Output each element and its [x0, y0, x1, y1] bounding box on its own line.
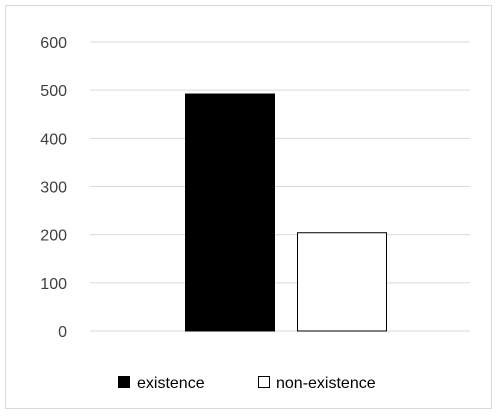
y-tick-label-600: 600 — [40, 35, 67, 52]
legend: existence non-existence — [118, 375, 376, 392]
legend-label-existence: existence — [137, 375, 205, 392]
y-tick-label-200: 200 — [40, 228, 67, 245]
legend-swatch-non-existence — [258, 376, 270, 388]
y-tick-label-300: 300 — [40, 180, 67, 197]
bars — [185, 93, 387, 332]
y-tick-label-400: 400 — [40, 131, 67, 148]
legend-label-non-existence: non-existence — [276, 375, 376, 392]
bar-non-existence — [297, 232, 387, 332]
bar-existence — [185, 93, 275, 332]
gridlines — [90, 41, 470, 332]
y-axis-tick-labels: 0 100 200 300 400 500 600 — [40, 35, 67, 341]
y-tick-label-500: 500 — [40, 83, 67, 100]
legend-swatch-existence — [118, 376, 130, 388]
y-tick-label-0: 0 — [58, 324, 67, 341]
y-tick-label-100: 100 — [40, 276, 67, 293]
